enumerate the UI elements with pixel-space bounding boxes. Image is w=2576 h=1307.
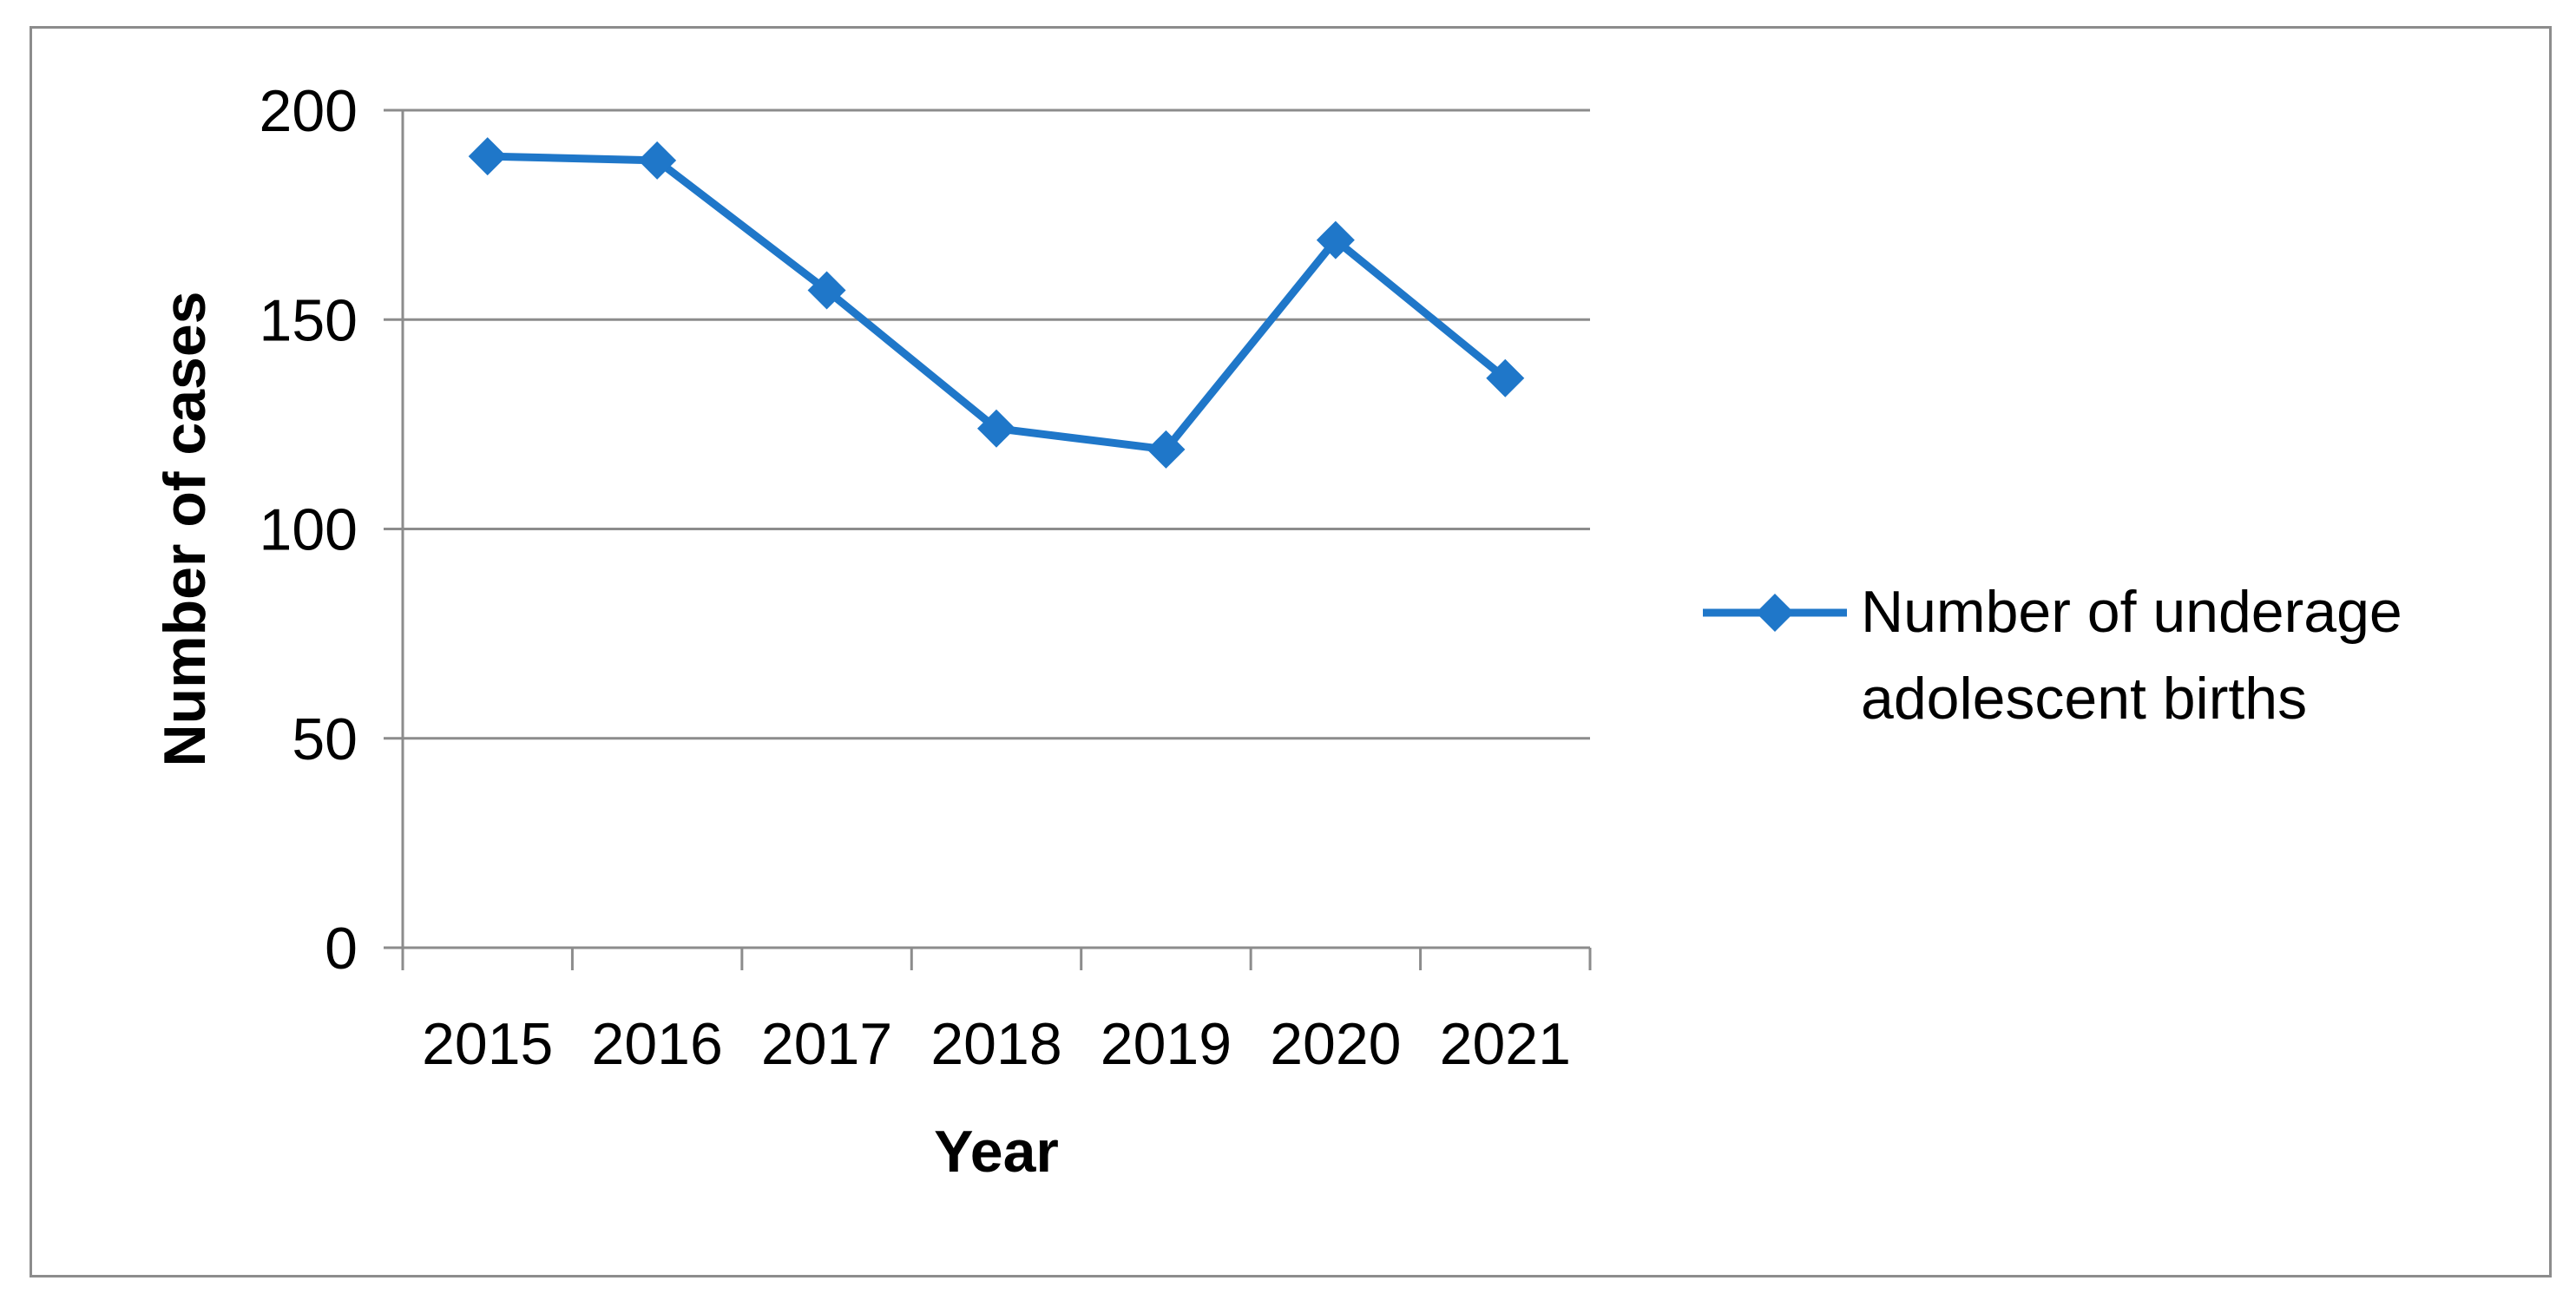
data-point-2015	[468, 137, 507, 176]
x-tick-label: 2018	[930, 1011, 1061, 1077]
legend: Number of underage adolescent births	[1703, 579, 2402, 732]
data-point-2019	[1147, 430, 1186, 469]
data-point-2020	[1316, 220, 1355, 259]
y-tick-label: 100	[260, 497, 358, 563]
x-tick-label: 2016	[592, 1011, 723, 1077]
x-tick-label: 2015	[422, 1011, 553, 1077]
data-markers	[468, 137, 1525, 469]
x-tick-label: 2020	[1270, 1011, 1401, 1077]
data-point-2017	[807, 271, 846, 310]
gridlines	[403, 108, 1590, 740]
data-point-2018	[977, 409, 1015, 448]
legend-label-line-1: Number of underage	[1861, 579, 2402, 645]
series-line	[483, 152, 1509, 454]
legend-diamond-marker	[1756, 594, 1794, 632]
x-tick-labels: 2015 2016 2017 2018 2019 2020 2021	[422, 1011, 1571, 1077]
y-tick-label: 0	[325, 916, 358, 982]
y-tick-label: 150	[260, 287, 358, 353]
legend-label-line-2: adolescent births	[1861, 666, 2307, 732]
x-axis-title: Year	[934, 1119, 1059, 1185]
axes	[384, 108, 1592, 970]
y-tick-label: 50	[292, 706, 358, 772]
y-axis-title: Number of cases	[152, 292, 218, 767]
y-tick-labels: 0 50 100 150 200	[260, 78, 358, 982]
data-point-2021	[1486, 358, 1525, 397]
chart-frame	[30, 26, 2552, 1277]
x-tick-label: 2017	[761, 1011, 892, 1077]
x-tick-label: 2021	[1440, 1011, 1571, 1077]
series-polyline	[483, 152, 1509, 454]
y-tick-label: 200	[260, 78, 358, 144]
x-tick-label: 2019	[1101, 1011, 1232, 1077]
data-point-2016	[638, 141, 677, 180]
